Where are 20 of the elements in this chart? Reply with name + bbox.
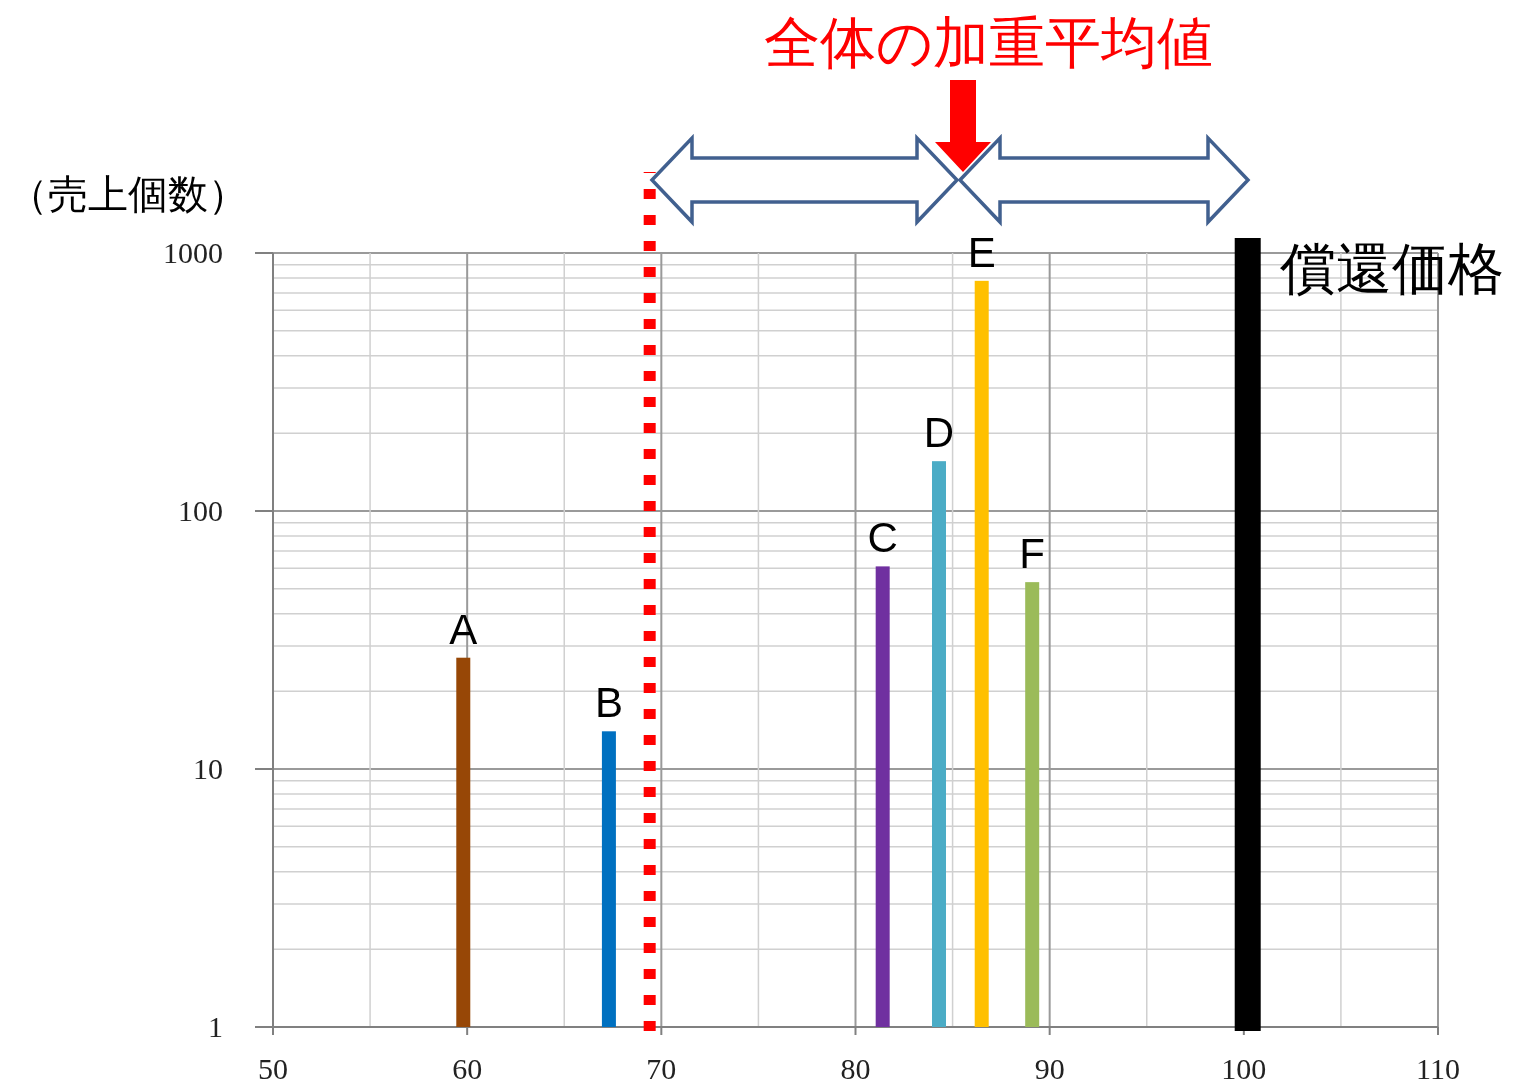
series-label: E (967, 228, 996, 276)
x-tick-label: 90 (1034, 1052, 1065, 1085)
x-tick-label: 100 (1221, 1052, 1267, 1085)
x-tick-label: 110 (1416, 1052, 1460, 1085)
y-tick-label: 1 (208, 1010, 223, 1043)
y-axis-title: （売上個数） (8, 172, 248, 216)
series-label: A (449, 605, 478, 653)
y-tick-label: 10 (193, 752, 223, 785)
x-tick-label: 80 (840, 1052, 871, 1085)
series-label: B (594, 679, 623, 727)
series-label: F (1019, 530, 1046, 578)
y-tick-label: 1000 (163, 236, 223, 269)
x-tick-label: 70 (646, 1052, 677, 1085)
ref-line-label: 償還価格 (1279, 237, 1504, 300)
text: 全体の加重平均値 (763, 11, 1213, 74)
series-label: C (867, 514, 898, 562)
x-tick-label: 60 (452, 1052, 483, 1085)
series-label: D (923, 409, 955, 457)
x-tick-label: 50 (258, 1052, 288, 1085)
y-tick-label: 100 (178, 494, 223, 527)
